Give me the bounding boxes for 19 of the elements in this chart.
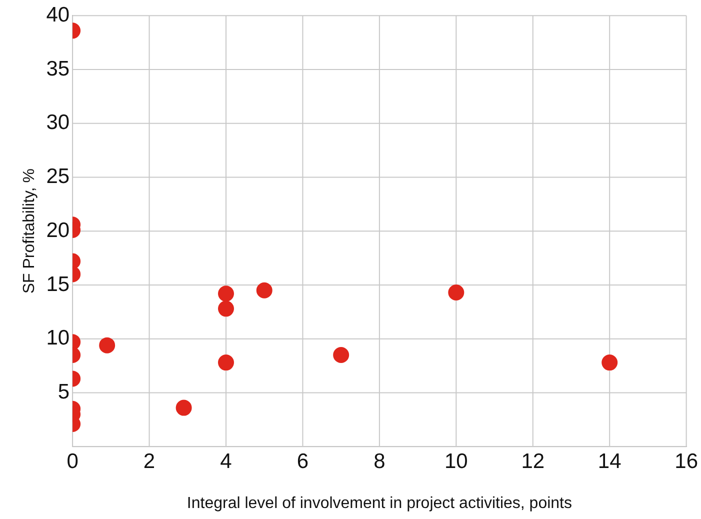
y-tick-label: 25 xyxy=(46,165,70,188)
x-axis-title: Integral level of involvement in project activities, points xyxy=(186,494,572,512)
y-tick-label: 15 xyxy=(46,272,70,296)
y-tick-label: 5 xyxy=(58,380,70,404)
x-tick-label: 2 xyxy=(143,450,156,473)
y-tick-label: 20 xyxy=(46,218,70,242)
x-tick-label: 0 xyxy=(66,450,78,473)
y-tick-label: 35 xyxy=(46,57,70,80)
y-tick-label: 10 xyxy=(46,326,70,350)
x-tick-label: 8 xyxy=(374,450,386,473)
x-tick-label: 6 xyxy=(296,450,309,473)
x-tick-label: 4 xyxy=(220,450,232,473)
x-tick-label: 16 xyxy=(674,450,698,473)
y-tick-label: 30 xyxy=(46,111,70,134)
y-tick-label: 40 xyxy=(46,3,70,26)
x-tick-label: 14 xyxy=(598,450,622,473)
y-axis-title: SF Profitability, % xyxy=(21,168,38,294)
x-tick-label: 12 xyxy=(521,450,545,473)
x-tick-label: 10 xyxy=(444,450,468,473)
